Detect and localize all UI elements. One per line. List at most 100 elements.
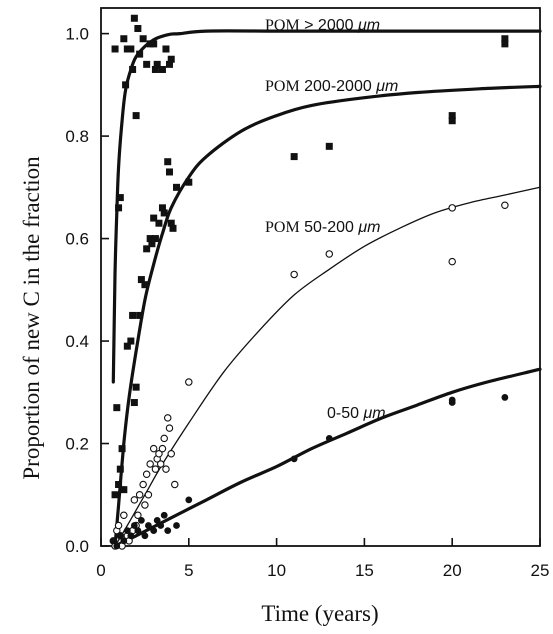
x-axis-title: Time (years) — [261, 601, 378, 626]
data-point-series-2 — [146, 460, 154, 468]
data-point-series-1 — [169, 224, 177, 232]
x-tick-label: 0 — [96, 561, 105, 580]
data-point-series-3 — [109, 537, 117, 545]
data-point-series-1 — [129, 311, 137, 319]
data-point-series-3 — [185, 496, 193, 504]
data-point-series-2 — [156, 460, 165, 468]
data-point-series-2 — [139, 480, 147, 489]
data-point-series-0 — [151, 65, 159, 73]
data-point-series-2 — [501, 201, 509, 210]
data-point-series-0 — [136, 50, 144, 58]
data-point-series-1 — [127, 337, 135, 345]
data-point-series-2 — [448, 257, 456, 266]
data-point-series-2 — [155, 450, 163, 458]
y-axis-title: Proportion of new C in the fraction — [19, 156, 44, 480]
data-point-series-2 — [130, 496, 139, 504]
data-point-series-0 — [111, 45, 119, 53]
data-point-series-2 — [142, 470, 151, 479]
data-point-series-1 — [148, 240, 156, 248]
data-point-series-2 — [167, 450, 175, 458]
data-point-series-2 — [165, 424, 174, 432]
data-point-series-3 — [137, 516, 145, 524]
data-point-series-1 — [130, 399, 138, 407]
data-point-series-3 — [150, 527, 158, 535]
data-point-series-1 — [158, 204, 166, 212]
x-tick-label: 10 — [267, 561, 286, 580]
data-point-series-0 — [153, 60, 161, 68]
data-point-series-0 — [165, 60, 173, 68]
data-point-series-0 — [150, 40, 158, 48]
y-ticks: 0.0 0.2 0.4 0.6 0.8 1.0 — [65, 25, 109, 556]
data-point-series-1 — [167, 219, 175, 227]
x-tick-label: 15 — [355, 561, 374, 580]
data-points — [109, 14, 509, 550]
data-point-series-0 — [143, 60, 151, 68]
data-point-series-1 — [325, 142, 333, 150]
data-point-series-3 — [501, 394, 509, 401]
data-point-series-1 — [448, 117, 456, 125]
data-point-series-1 — [111, 491, 119, 499]
data-point-series-1 — [448, 112, 456, 120]
data-point-series-1 — [160, 209, 168, 217]
data-point-series-1 — [146, 235, 154, 243]
x-tick-label: 20 — [443, 561, 462, 580]
series-label-0: POM > 2000 μm — [265, 17, 380, 34]
data-point-series-3 — [164, 527, 172, 535]
data-point-series-3 — [173, 522, 180, 529]
data-point-series-1 — [116, 465, 124, 473]
data-point-series-0 — [129, 65, 137, 73]
data-point-series-0 — [501, 40, 509, 48]
data-point-series-1 — [165, 168, 173, 176]
data-point-series-2 — [120, 511, 128, 520]
data-point-series-0 — [139, 35, 147, 43]
data-point-series-2 — [151, 465, 160, 473]
series-label-2: POM 50-200 μm — [265, 219, 381, 236]
y-tick-label: 0.6 — [65, 230, 89, 249]
data-point-series-2 — [160, 434, 168, 443]
data-point-series-1 — [164, 158, 172, 166]
data-point-series-2 — [144, 491, 153, 499]
data-point-series-1 — [115, 481, 123, 489]
data-point-series-3 — [130, 522, 138, 529]
fit-curve-series-1 — [113, 84, 542, 548]
data-point-series-1 — [137, 276, 145, 284]
data-point-series-1 — [132, 383, 140, 391]
y-tick-label: 0.8 — [65, 127, 89, 146]
data-point-series-1 — [150, 214, 158, 222]
data-point-series-3 — [123, 527, 131, 535]
data-point-series-2 — [171, 480, 179, 489]
data-point-series-0 — [158, 65, 166, 73]
data-point-series-3 — [141, 532, 149, 540]
data-point-series-2 — [325, 250, 334, 258]
data-point-series-3 — [160, 511, 168, 519]
data-point-series-1 — [155, 219, 163, 227]
data-point-series-1 — [113, 404, 121, 412]
data-point-series-2 — [163, 414, 172, 422]
data-point-series-2 — [162, 465, 170, 473]
data-point-series-2 — [134, 511, 142, 520]
data-point-series-1 — [120, 486, 128, 494]
data-point-series-1 — [173, 183, 181, 191]
data-point-series-0 — [146, 40, 154, 48]
x-tick-label: 5 — [184, 561, 193, 580]
data-point-series-3 — [157, 522, 165, 529]
data-point-series-0 — [123, 45, 131, 53]
data-point-series-2 — [290, 270, 298, 279]
data-point-series-3 — [325, 435, 333, 442]
fit-curve-series-3 — [113, 367, 542, 548]
data-point-series-2 — [158, 444, 167, 453]
data-point-series-1 — [143, 245, 151, 253]
series-label-3: 0-50 μm — [327, 405, 386, 422]
data-point-series-0 — [130, 14, 138, 22]
data-point-series-0 — [116, 194, 124, 202]
plot-frame — [100, 7, 541, 547]
data-point-series-3 — [120, 537, 128, 545]
data-point-series-2 — [114, 521, 123, 530]
data-point-series-0 — [132, 112, 140, 120]
x-ticks: 0 5 10 15 20 25 — [96, 538, 549, 580]
fit-curve-series-2 — [114, 186, 541, 547]
y-tick-label: 1.0 — [65, 25, 89, 44]
data-point-series-3 — [134, 527, 142, 535]
data-point-series-0 — [167, 55, 175, 63]
y-tick-label: 0.0 — [65, 537, 89, 556]
